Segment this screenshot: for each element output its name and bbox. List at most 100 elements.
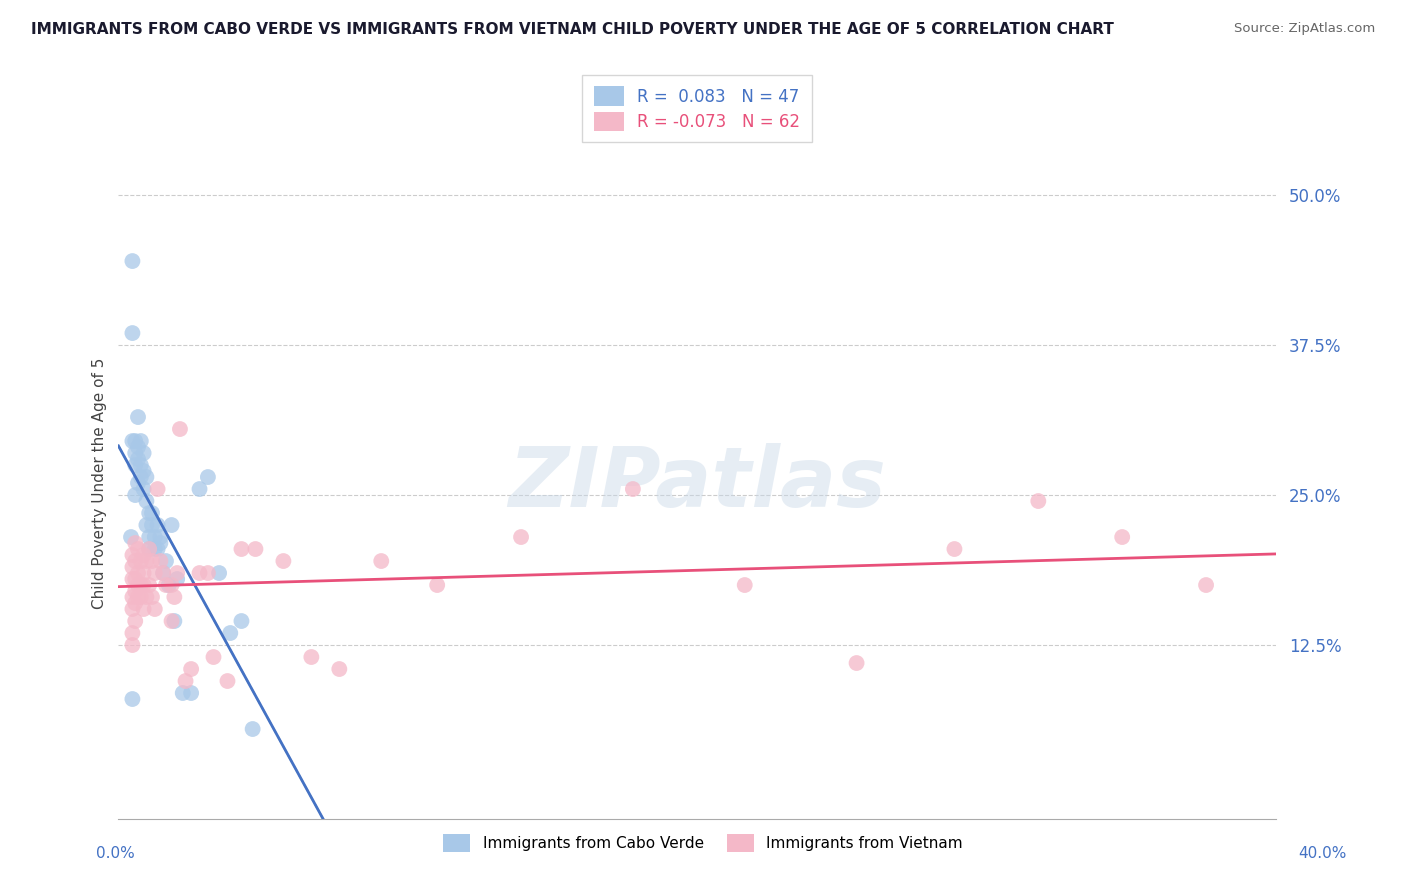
Point xyxy=(143,542,166,557)
Point xyxy=(141,506,163,520)
Point xyxy=(127,566,149,580)
Point xyxy=(121,572,143,586)
Point xyxy=(135,470,157,484)
Point xyxy=(141,518,163,533)
Point xyxy=(124,536,146,550)
Point xyxy=(132,578,155,592)
Text: IMMIGRANTS FROM CABO VERDE VS IMMIGRANTS FROM VIETNAM CHILD POVERTY UNDER THE AG: IMMIGRANTS FROM CABO VERDE VS IMMIGRANTS… xyxy=(31,22,1114,37)
Point xyxy=(121,590,143,604)
Point xyxy=(231,542,253,557)
Point xyxy=(138,542,160,557)
Point xyxy=(166,566,188,580)
Point xyxy=(124,488,146,502)
Point xyxy=(127,440,149,454)
Point xyxy=(273,554,295,568)
Point xyxy=(169,422,191,436)
Point xyxy=(141,590,163,604)
Point xyxy=(124,434,146,448)
Point xyxy=(143,602,166,616)
Point xyxy=(197,566,219,580)
Point xyxy=(174,673,197,688)
Point xyxy=(138,530,160,544)
Point xyxy=(127,578,149,592)
Point xyxy=(149,536,172,550)
Point xyxy=(166,572,188,586)
Point xyxy=(124,458,146,472)
Point xyxy=(121,560,143,574)
Point xyxy=(155,578,177,592)
Point xyxy=(135,590,157,604)
Point xyxy=(129,458,152,472)
Point xyxy=(129,578,152,592)
Legend: Immigrants from Cabo Verde, Immigrants from Vietnam: Immigrants from Cabo Verde, Immigrants f… xyxy=(436,827,970,859)
Point xyxy=(146,482,169,496)
Point xyxy=(124,446,146,460)
Point xyxy=(328,662,350,676)
Point xyxy=(132,548,155,562)
Text: ZIPatlas: ZIPatlas xyxy=(508,442,886,524)
Point xyxy=(132,602,155,616)
Point xyxy=(121,254,143,268)
Point xyxy=(132,482,155,496)
Point xyxy=(217,673,239,688)
Point xyxy=(129,470,152,484)
Point xyxy=(127,452,149,467)
Point xyxy=(143,530,166,544)
Point xyxy=(242,722,264,736)
Point xyxy=(231,614,253,628)
Point xyxy=(152,566,174,580)
Point xyxy=(152,566,174,580)
Point xyxy=(510,530,533,544)
Point xyxy=(426,578,449,592)
Point xyxy=(121,434,143,448)
Point xyxy=(160,614,183,628)
Point xyxy=(188,482,211,496)
Text: 0.0%: 0.0% xyxy=(96,847,135,861)
Point xyxy=(245,542,267,557)
Point xyxy=(127,542,149,557)
Point xyxy=(135,494,157,508)
Point xyxy=(129,434,152,448)
Point xyxy=(132,566,155,580)
Point xyxy=(180,686,202,700)
Point xyxy=(160,518,183,533)
Point xyxy=(132,464,155,478)
Point xyxy=(121,602,143,616)
Point xyxy=(188,566,211,580)
Point xyxy=(129,590,152,604)
Point xyxy=(121,638,143,652)
Point xyxy=(1026,494,1049,508)
Point xyxy=(160,578,183,592)
Point xyxy=(845,656,868,670)
Point xyxy=(124,614,146,628)
Point xyxy=(127,590,149,604)
Point xyxy=(135,518,157,533)
Point xyxy=(1111,530,1133,544)
Point xyxy=(157,578,180,592)
Point xyxy=(149,530,172,544)
Legend: R =  0.083   N = 47, R = -0.073   N = 62: R = 0.083 N = 47, R = -0.073 N = 62 xyxy=(582,75,813,143)
Point xyxy=(138,506,160,520)
Point xyxy=(124,584,146,599)
Point xyxy=(155,554,177,568)
Point xyxy=(146,542,169,557)
Point xyxy=(121,326,143,340)
Point xyxy=(129,554,152,568)
Point xyxy=(121,626,143,640)
Point xyxy=(124,554,146,568)
Point xyxy=(141,554,163,568)
Text: 40.0%: 40.0% xyxy=(1299,847,1347,861)
Point xyxy=(149,554,172,568)
Point xyxy=(146,518,169,533)
Y-axis label: Child Poverty Under the Age of 5: Child Poverty Under the Age of 5 xyxy=(93,358,107,608)
Text: Source: ZipAtlas.com: Source: ZipAtlas.com xyxy=(1234,22,1375,36)
Point xyxy=(943,542,966,557)
Point xyxy=(124,596,146,610)
Point xyxy=(370,554,392,568)
Point xyxy=(172,686,194,700)
Point xyxy=(121,548,143,562)
Point xyxy=(219,626,242,640)
Point xyxy=(127,476,149,491)
Point xyxy=(121,692,143,706)
Point xyxy=(202,650,225,665)
